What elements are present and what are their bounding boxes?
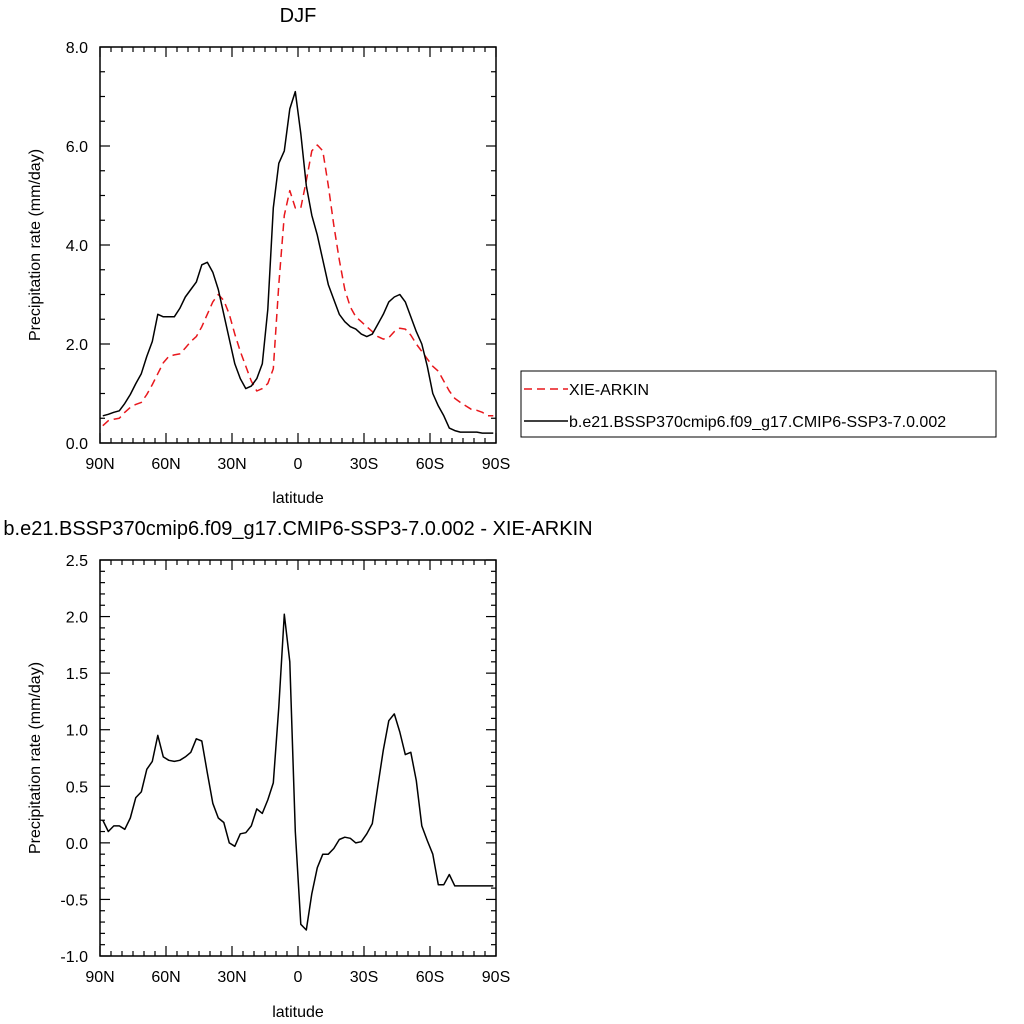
x-tick-label: 30N bbox=[217, 969, 246, 986]
y-tick-label: 4.0 bbox=[66, 238, 88, 255]
legend: XIE-ARKIN b.e21.BSSP370cmip6.f09_g17.CMI… bbox=[520, 370, 997, 438]
x-tick-label: 60N bbox=[151, 456, 180, 473]
panel-title-djf: DJF bbox=[280, 5, 317, 27]
axis-ticks bbox=[99, 559, 497, 957]
x-tick-label: 90S bbox=[482, 969, 510, 986]
series-line-b-e21-bssp370cmip6-f09-g17-cmip6-ssp3-7-0-002 bbox=[102, 90, 494, 434]
plot-frame bbox=[99, 559, 497, 957]
x-tick-label: 90S bbox=[482, 456, 510, 473]
x-tick-label: 0 bbox=[294, 969, 303, 986]
legend-box bbox=[520, 370, 997, 438]
x-tick-label: 30N bbox=[217, 456, 246, 473]
x-tick-label: 30S bbox=[350, 456, 378, 473]
legend-label-model: b.e21.BSSP370cmip6.f09_g17.CMIP6-SSP3-7.… bbox=[569, 414, 946, 431]
tick-labels: 90N 60N 30N 0 30S 60S 90S 0.0 2.0 4.0 6.0 8.0 bbox=[66, 40, 510, 473]
series-line-difference-0 bbox=[102, 613, 494, 931]
y-tick-label: 0.0 bbox=[66, 436, 88, 453]
djf-precipitation-panel: DJF Precipitation rate (mm/day) latitude… bbox=[27, 5, 510, 507]
difference-panel: b.e21.BSSP370cmip6.f09_g17.CMIP6-SSP3-7.… bbox=[3, 518, 592, 1021]
y-tick-label: 2.5 bbox=[66, 553, 88, 570]
x-tick-label: 0 bbox=[294, 456, 303, 473]
series-line-xie-arkin bbox=[102, 144, 494, 427]
y-axis-label: Precipitation rate (mm/day) bbox=[27, 662, 44, 854]
x-tick-label: 60N bbox=[151, 969, 180, 986]
y-tick-label: 1.0 bbox=[66, 723, 88, 740]
y-tick-label: 8.0 bbox=[66, 40, 88, 57]
y-tick-label: 1.5 bbox=[66, 666, 88, 683]
y-tick-label: 2.0 bbox=[66, 610, 88, 627]
axis-ticks bbox=[99, 46, 497, 444]
x-tick-label: 30S bbox=[350, 969, 378, 986]
y-tick-label: 0.5 bbox=[66, 779, 88, 796]
x-axis-label: latitude bbox=[272, 490, 324, 507]
y-tick-label: 2.0 bbox=[66, 337, 88, 354]
y-tick-label: -1.0 bbox=[60, 949, 88, 966]
x-tick-label: 90N bbox=[85, 969, 114, 986]
series-lines bbox=[102, 90, 494, 434]
y-axis-label: Precipitation rate (mm/day) bbox=[27, 149, 44, 341]
plot-frame bbox=[99, 46, 497, 444]
x-axis-label: latitude bbox=[272, 1004, 324, 1021]
y-tick-label: 0.0 bbox=[66, 836, 88, 853]
y-tick-label: 6.0 bbox=[66, 139, 88, 156]
x-tick-label: 60S bbox=[416, 969, 444, 986]
y-tick-label: -0.5 bbox=[60, 892, 88, 909]
series-lines bbox=[102, 613, 494, 931]
tick-labels: 90N 60N 30N 0 30S 60S 90S -1.0 -0.5 0.0 0.5 1.0 1.5 2… bbox=[60, 553, 510, 986]
x-tick-label: 90N bbox=[85, 456, 114, 473]
x-tick-label: 60S bbox=[416, 456, 444, 473]
panel-title-difference: b.e21.BSSP370cmip6.f09_g17.CMIP6-SSP3-7.… bbox=[3, 518, 592, 540]
legend-label-xie-arkin: XIE-ARKIN bbox=[569, 382, 649, 399]
